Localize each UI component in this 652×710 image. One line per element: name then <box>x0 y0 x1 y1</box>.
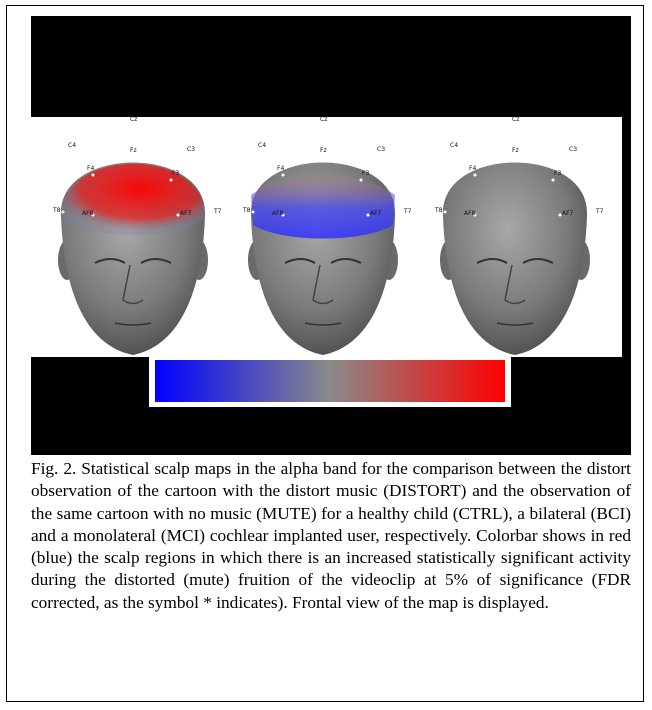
electrode <box>77 151 80 154</box>
electrode-label: Cz <box>320 116 327 123</box>
electrode-label: T8 <box>242 207 251 214</box>
electrode-label: C4 <box>450 142 458 149</box>
electrode-label: F3 <box>554 170 561 177</box>
electrode <box>267 151 270 154</box>
electrode-label: Cz <box>512 116 519 123</box>
electrode-label: Fz <box>512 147 519 154</box>
electrode-label: Fz <box>130 147 137 154</box>
electrode-label: T7 <box>595 208 604 215</box>
electrode-label: T7 <box>403 208 412 215</box>
electrode <box>566 155 569 158</box>
electrode-label: AF8 <box>464 210 476 217</box>
activation-map <box>251 176 395 238</box>
electrode <box>62 211 65 214</box>
electrode <box>514 126 517 129</box>
electrode <box>207 212 210 215</box>
electrode-label: C4 <box>258 142 266 149</box>
electrode-label: C3 <box>569 146 577 153</box>
electrode-label: C4 <box>68 142 76 149</box>
electrode-label: T8 <box>434 207 443 214</box>
electrode <box>184 155 187 158</box>
electrode-label: AF8 <box>82 210 94 217</box>
electrode-label: Cz <box>130 116 137 123</box>
electrode <box>322 126 325 129</box>
electrode-label: F3 <box>172 170 179 177</box>
electrode <box>322 157 325 160</box>
electrode <box>132 126 135 129</box>
electrode <box>252 211 255 214</box>
electrode <box>459 151 462 154</box>
colorbar <box>155 360 505 402</box>
caption: Fig. 2. Statistical scalp maps in the al… <box>31 458 631 614</box>
electrode-label: Fz <box>320 147 327 154</box>
electrode-label: AF7 <box>370 210 382 217</box>
electrode <box>374 155 377 158</box>
electrode <box>360 179 363 182</box>
electrode <box>514 157 517 160</box>
electrode-label: C3 <box>377 146 385 153</box>
electrode-label: F4 <box>469 165 476 172</box>
electrode <box>474 174 477 177</box>
electrode <box>92 174 95 177</box>
figure: Cz C4 C3 Fz F4 F3 T8 AF8 AF7 T7 Cz C4 C3 Fz F4 F3 T8 AF8 A… <box>0 0 652 460</box>
electrode <box>282 174 285 177</box>
electrode-label: AF8 <box>272 210 284 217</box>
electrode-label: AF7 <box>562 210 574 217</box>
electrode <box>589 212 592 215</box>
electrode-label: C3 <box>187 146 195 153</box>
electrode-label: F4 <box>277 165 284 172</box>
electrode-label: F3 <box>362 170 369 177</box>
electrode-label: F4 <box>87 165 94 172</box>
electrode <box>397 212 400 215</box>
electrode <box>444 211 447 214</box>
electrode <box>170 179 173 182</box>
electrode-label: AF7 <box>180 210 192 217</box>
electrode <box>132 157 135 160</box>
electrode-label: T7 <box>213 208 222 215</box>
electrode <box>552 179 555 182</box>
electrode-label: T8 <box>52 207 61 214</box>
